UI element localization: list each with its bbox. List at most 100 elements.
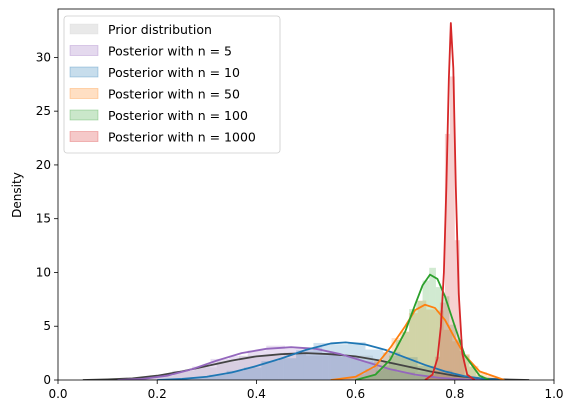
hist-bar (444, 133, 450, 380)
density-curve-1 (117, 346, 490, 380)
hist-bar (244, 367, 262, 380)
legend-label: Posterior with n = 1000 (108, 130, 256, 145)
density-curve-2 (157, 341, 505, 380)
y-tick-label: 5 (43, 319, 51, 333)
y-tick-label: 10 (36, 265, 51, 279)
x-axis: 0.0 0.2 0.4 0.6 0.8 1.0 (48, 380, 564, 401)
hist-bar (330, 344, 349, 380)
hist-bar (375, 370, 383, 380)
hist-bar (449, 76, 455, 380)
hist-bar (322, 354, 341, 380)
y-tick-label: 30 (36, 50, 51, 64)
hist-bar (340, 357, 360, 380)
legend-swatch (69, 88, 99, 99)
hist-bar (283, 352, 306, 380)
legend-frame (63, 15, 281, 154)
hist-bar (173, 370, 192, 380)
hist-bar (442, 296, 450, 380)
hist-bar (395, 340, 403, 380)
hist-bar (382, 352, 392, 380)
hist-bar (229, 356, 248, 380)
hist-bar (434, 370, 453, 380)
hist-bar (303, 347, 323, 380)
hist-bar (372, 362, 396, 380)
x-tick-label: 0.6 (346, 387, 365, 401)
y-axis: 0 5 10 15 20 25 30 (36, 50, 58, 387)
hist-bar (348, 342, 366, 380)
hist-bar (452, 375, 470, 380)
hist-bar (429, 267, 436, 380)
hist-bar (409, 309, 416, 380)
hist-bar (356, 374, 366, 380)
hist-bar (452, 341, 461, 380)
hist-bar (216, 361, 240, 380)
hist-bar (149, 375, 173, 380)
hist-bar (362, 377, 369, 380)
y-tick-label: 0 (43, 373, 51, 387)
legend-swatch (69, 45, 99, 56)
hist-bar (377, 368, 397, 380)
hist-bar (391, 338, 401, 380)
hist-bar (469, 366, 477, 380)
legend-swatch (69, 23, 99, 35)
legend: Prior distribution Posterior with n = 5 Po… (63, 15, 281, 154)
y-tick-label: 15 (36, 212, 51, 226)
hist-bar (368, 375, 376, 380)
hist-bar (382, 365, 390, 380)
legend-swatch (69, 131, 99, 142)
hist-bar (439, 375, 463, 380)
hist-bar (422, 280, 430, 380)
legend-label: Posterior with n = 50 (108, 87, 240, 102)
hist-bar (313, 342, 331, 380)
x-tick-label: 0.2 (148, 387, 167, 401)
density-curve-5 (424, 22, 476, 380)
density-curve-4 (355, 273, 490, 380)
hist-bar (439, 302, 445, 380)
hist-bar (417, 300, 427, 380)
hist-bar (154, 376, 174, 380)
x-tick-label: 1.0 (544, 387, 563, 401)
hist-bar (306, 355, 329, 380)
hist-bar (449, 324, 457, 380)
hist-bar (389, 355, 396, 380)
hist-bar (226, 370, 244, 380)
x-tick-label: 0.8 (445, 387, 464, 401)
hist-bar (172, 370, 195, 380)
hist-bar (261, 361, 279, 380)
hist-bar (459, 350, 465, 380)
legend-swatch (69, 66, 99, 78)
hist-bar (408, 313, 418, 380)
x-tick-label: 0.4 (247, 387, 266, 401)
y-tick-label: 20 (36, 158, 51, 172)
hist-bar (348, 377, 357, 380)
legend-label: Posterior with n = 5 (108, 44, 232, 59)
hist-bar (382, 352, 401, 380)
hist-bar (402, 331, 410, 380)
legend-label: Prior distribution (108, 22, 212, 37)
density-curves-layer (82, 22, 530, 380)
hist-bar (426, 309, 435, 380)
hist-bar (415, 376, 434, 380)
x-tick-label: 0.0 (48, 387, 67, 401)
hist-bar (191, 377, 210, 380)
hist-bar (396, 372, 416, 380)
hist-bar (469, 365, 479, 380)
hist-bar (433, 378, 453, 380)
hist-bar (365, 369, 375, 380)
hist-bar (443, 329, 453, 380)
hist-bar (296, 350, 314, 380)
legend-swatch (69, 109, 99, 121)
hist-bar (415, 300, 423, 380)
density-curve-0 (82, 352, 530, 380)
hist-bar (454, 240, 460, 380)
legend-label: Posterior with n = 10 (108, 65, 240, 80)
y-axis-label: Density (10, 172, 24, 218)
hist-bar (400, 331, 409, 380)
plot-frame (57, 8, 555, 381)
hist-bar (487, 375, 496, 380)
y-tick-label: 25 (36, 104, 51, 118)
hist-bar (328, 354, 351, 380)
hist-bar (278, 358, 297, 380)
hist-bar (209, 374, 227, 380)
